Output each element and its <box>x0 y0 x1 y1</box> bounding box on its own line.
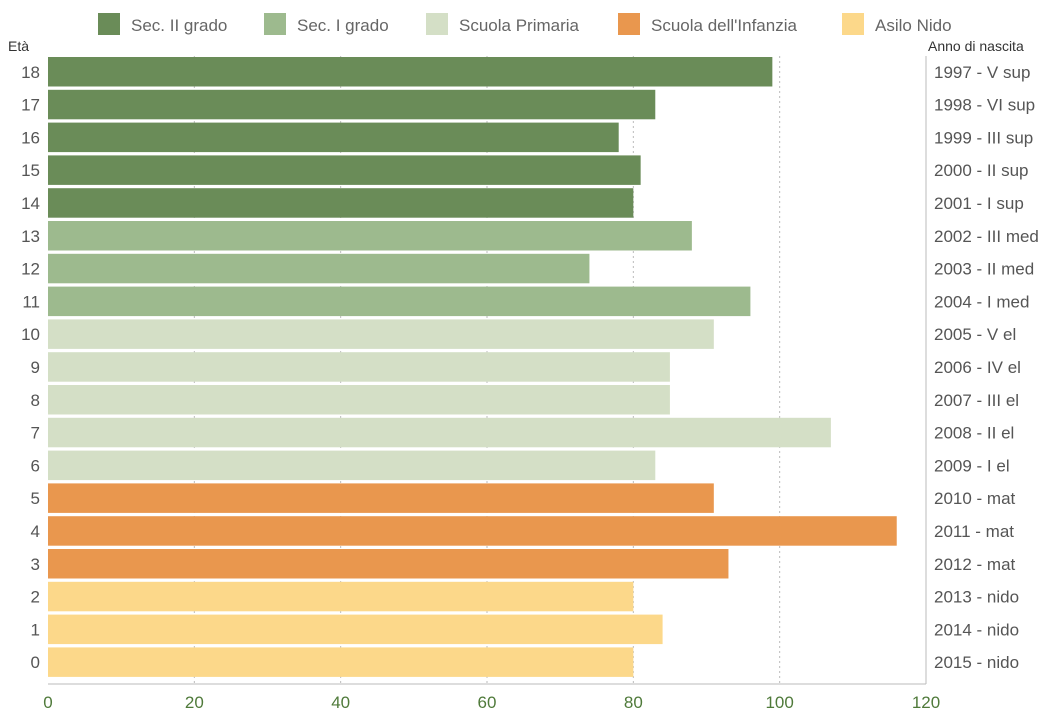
bar <box>48 450 656 481</box>
birth-year-label: 2012 - mat <box>934 555 1016 574</box>
x-axis: 0 20 40 60 80 100 120 <box>43 683 940 712</box>
bar <box>48 417 831 448</box>
x-tick-label: 0 <box>43 693 52 712</box>
left-axis-title: Età <box>8 38 29 54</box>
bar <box>48 89 656 120</box>
x-tick-label: 100 <box>765 693 793 712</box>
age-label: 14 <box>21 194 40 213</box>
birth-year-label: 2015 - nido <box>934 653 1019 672</box>
birth-year-label: 2001 - I sup <box>934 194 1024 213</box>
bar <box>48 188 634 218</box>
bar <box>48 221 692 251</box>
birth-year-label: 2014 - nido <box>934 620 1019 639</box>
x-tick-label: 20 <box>185 693 204 712</box>
legend-swatch <box>618 13 640 35</box>
age-label: 1 <box>31 620 40 639</box>
birth-year-label: 2007 - III el <box>934 391 1019 410</box>
bar <box>48 581 634 612</box>
birth-year-label: 2002 - III med <box>934 227 1039 246</box>
bar <box>48 516 897 546</box>
age-label: 4 <box>31 522 40 541</box>
birth-year-label: 2000 - II sup <box>934 161 1029 180</box>
legend-label: Scuola dell'Infanzia <box>651 16 797 35</box>
x-tick-label: 60 <box>478 693 497 712</box>
age-label: 16 <box>21 128 40 147</box>
x-tick-label: 80 <box>624 693 643 712</box>
bar <box>48 286 751 317</box>
bar <box>48 549 729 579</box>
age-label: 18 <box>21 63 40 82</box>
bar <box>48 253 590 284</box>
legend-label: Sec. II grado <box>131 16 227 35</box>
birth-year-label: 1997 - V sup <box>934 63 1030 82</box>
chart-bars <box>48 57 897 677</box>
bar <box>48 155 641 185</box>
birth-year-label: 2004 - I med <box>934 292 1029 311</box>
birth-year-label: 2013 - nido <box>934 588 1019 607</box>
right-axis-title: Anno di nascita <box>928 38 1024 54</box>
age-label: 13 <box>21 227 40 246</box>
age-label: 17 <box>21 96 40 115</box>
age-label: 0 <box>31 653 40 672</box>
birth-year-label: 2010 - mat <box>934 489 1016 508</box>
bar <box>48 385 670 415</box>
age-label: 9 <box>31 358 40 377</box>
birth-year-label: 2008 - II el <box>934 424 1014 443</box>
birth-year-label: 1999 - III sup <box>934 128 1033 147</box>
bar <box>48 647 634 677</box>
birth-year-label: 2005 - V el <box>934 325 1016 344</box>
legend-label: Asilo Nido <box>875 16 952 35</box>
legend-swatch <box>264 13 286 35</box>
legend-label: Sec. I grado <box>297 16 389 35</box>
birth-year-label: 2006 - IV el <box>934 358 1021 377</box>
age-label: 12 <box>21 260 40 279</box>
bar <box>48 614 663 645</box>
bar <box>48 122 619 153</box>
bar <box>48 319 714 349</box>
birth-year-label: 2009 - I el <box>934 456 1010 475</box>
legend-swatch <box>842 13 864 35</box>
x-tick-label: 40 <box>331 693 350 712</box>
x-tick-label: 120 <box>912 693 940 712</box>
age-label: 6 <box>31 456 40 475</box>
legend-label: Scuola Primaria <box>459 16 580 35</box>
birth-year-label: 2011 - mat <box>934 522 1014 541</box>
age-label: 15 <box>21 161 40 180</box>
bar <box>48 483 714 513</box>
age-label: 7 <box>31 424 40 443</box>
birth-year-label: 2003 - II med <box>934 260 1034 279</box>
right-axis: Anno di nascita 1997 - V sup 1998 - VI su… <box>925 38 1039 684</box>
legend-swatch <box>98 13 120 35</box>
age-label: 2 <box>31 588 40 607</box>
legend-swatch <box>426 13 448 35</box>
age-label: 11 <box>22 292 40 311</box>
bar <box>48 57 773 87</box>
birth-year-label: 1998 - VI sup <box>934 96 1035 115</box>
bar <box>48 352 670 382</box>
age-label: 5 <box>31 489 40 508</box>
age-label: 8 <box>31 391 40 410</box>
age-label: 10 <box>21 325 40 344</box>
chart-legend: Sec. II grado Sec. I grado Scuola Primaria… <box>98 13 952 35</box>
age-label: 3 <box>31 555 40 574</box>
